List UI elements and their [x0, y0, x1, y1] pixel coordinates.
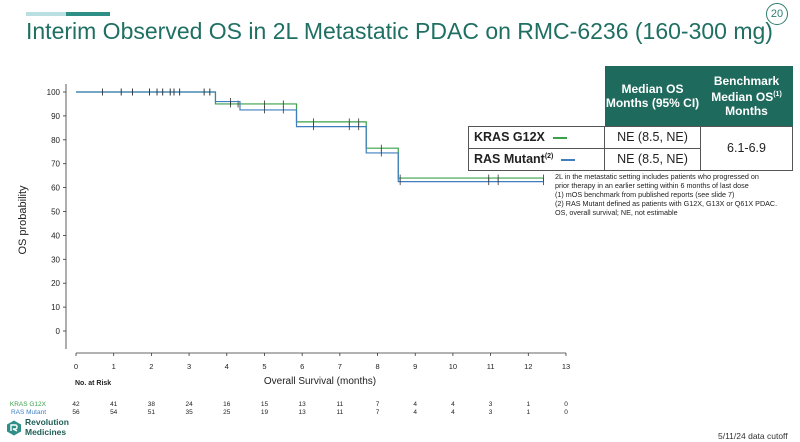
at-risk-value: 41	[110, 401, 118, 408]
slide-title: Interim Observed OS in 2L Metastatic PDA…	[26, 18, 773, 44]
y-tick-label: 90	[51, 112, 60, 121]
y-tick-label: 30	[51, 255, 60, 264]
footnote-line: 2L in the metastatic setting includes pa…	[555, 172, 759, 181]
at-risk-value: 3	[489, 401, 493, 408]
at-risk-value: 38	[148, 401, 156, 408]
y-tick-label: 80	[51, 136, 60, 145]
x-tick-label: 7	[338, 362, 342, 371]
kras-label: KRAS G12X	[474, 130, 545, 144]
at-risk-value: 1	[526, 409, 530, 416]
at-risk-value: 7	[376, 409, 380, 416]
y-tick-label: 0	[56, 327, 61, 336]
at-risk-value: 24	[185, 401, 193, 408]
kras-swatch	[552, 136, 567, 139]
company-logo: Revolution Medicines	[6, 417, 69, 437]
header-median-os: Median OS Months (95% CI)	[604, 66, 701, 126]
at-risk-value: 13	[299, 401, 307, 408]
x-tick-label: 13	[562, 362, 570, 371]
x-tick-label: 3	[187, 362, 191, 371]
x-tick-label: 6	[300, 362, 304, 371]
x-tick-label: 0	[74, 362, 78, 371]
x-tick-label: 2	[149, 362, 153, 371]
at-risk-value: 4	[413, 401, 417, 408]
x-tick-label: 8	[375, 362, 379, 371]
at-risk-value: 11	[336, 409, 343, 416]
at-risk-value: 42	[72, 401, 80, 408]
table-row-ras: RAS Mutant(2) NE (8.5, NE)	[468, 147, 793, 171]
data-cutoff: 5/11/24 data cutoff	[718, 431, 788, 441]
ras-label-sup: (2)	[544, 152, 554, 160]
at-risk-value: 0	[564, 401, 568, 408]
at-risk-value: 56	[72, 409, 80, 416]
at-risk-value: 1	[526, 401, 530, 408]
y-axis-label: OS probability	[17, 185, 29, 255]
y-tick-label: 20	[51, 279, 60, 288]
x-tick-label: 11	[487, 362, 495, 371]
header-benchmark: Benchmark Median OS(1) Months	[700, 66, 793, 126]
at-risk-value: 25	[223, 409, 231, 416]
benchmark-table: Median OS Months (95% CI) Benchmark Medi…	[468, 66, 793, 171]
at-risk-label: No. at Risk	[75, 380, 111, 387]
at-risk-value: 54	[110, 409, 118, 416]
at-risk-value: 4	[413, 409, 417, 416]
at-risk-row-label: RAS Mutant	[11, 409, 46, 416]
at-risk-value: 0	[564, 409, 568, 416]
footnote-line: prior therapy in an earlier setting with…	[555, 181, 749, 190]
at-risk-value: 7	[376, 401, 380, 408]
x-tick-label: 9	[413, 362, 417, 371]
at-risk-value: 4	[451, 409, 455, 416]
benchmark-value: 6.1-6.9	[700, 125, 793, 171]
x-tick-label: 4	[225, 362, 229, 371]
at-risk-value: 15	[261, 401, 269, 408]
series-line-ras	[76, 91, 544, 183]
y-tick-label: 60	[51, 184, 60, 193]
x-tick-label: 10	[449, 362, 457, 371]
x-tick-label: 12	[524, 362, 532, 371]
table-row-kras: KRAS G12X NE (8.5, NE) 6.1-6.9	[468, 125, 793, 171]
x-tick-label: 5	[262, 362, 266, 371]
accent-bar	[26, 12, 110, 16]
at-risk-value: 51	[148, 409, 156, 416]
at-risk-value: 13	[299, 409, 307, 416]
row-label-ras: RAS Mutant(2)	[468, 147, 605, 171]
logo-text-2: Medicines	[25, 426, 67, 437]
at-risk-value: 3	[489, 409, 493, 416]
kras-median: NE (8.5, NE)	[604, 125, 701, 149]
chart-series-layer	[76, 88, 544, 186]
at-risk-value: 19	[261, 409, 269, 416]
y-tick-label: 70	[51, 160, 60, 169]
at-risk-value: 11	[336, 401, 343, 408]
footnote-line: (2) RAS Mutant defined as patients with …	[555, 199, 778, 208]
x-tick-label: 1	[112, 362, 116, 371]
footnotes: 2L in the metastatic setting includes pa…	[555, 172, 795, 217]
at-risk-row-label: KRAS G12X	[10, 401, 47, 408]
at-risk-value: 35	[185, 409, 193, 416]
ras-label: RAS Mutant	[474, 152, 545, 166]
footnote-line: (1) mOS benchmark from published reports…	[555, 190, 735, 199]
header-benchmark-sup: (1)	[773, 90, 782, 98]
page-number: 20	[766, 3, 788, 25]
header-months: Months	[725, 103, 768, 118]
at-risk-value: 16	[223, 401, 231, 408]
y-tick-label: 50	[51, 208, 60, 217]
header-benchmark-label: Benchmark Median OS	[711, 73, 780, 104]
table-corner	[468, 66, 605, 126]
y-tick-label: 10	[51, 303, 60, 312]
footnote-line: OS, overall survival; NE, not estimable	[555, 208, 678, 217]
row-label-kras: KRAS G12X	[468, 125, 605, 149]
logo-hex-icon	[7, 420, 21, 435]
y-tick-label: 100	[47, 88, 61, 97]
x-axis-label: Overall Survival (months)	[264, 376, 376, 387]
ras-median: NE (8.5, NE)	[604, 147, 701, 171]
ras-swatch	[561, 158, 576, 161]
logo-text-1: Revolution	[25, 417, 69, 427]
y-tick-label: 40	[51, 231, 60, 240]
at-risk-value: 4	[451, 401, 455, 408]
